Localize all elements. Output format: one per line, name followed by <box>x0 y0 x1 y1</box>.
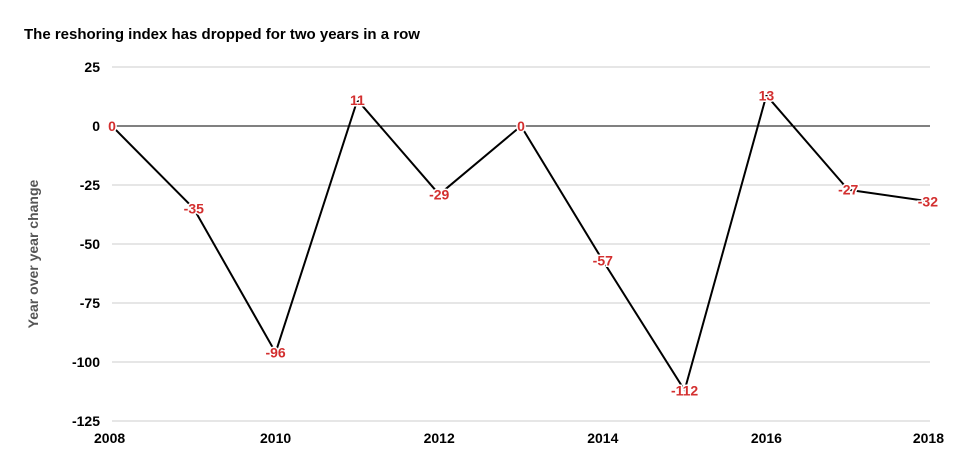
data-label: 0 <box>517 118 525 134</box>
x-tick-label: 2010 <box>260 430 291 446</box>
data-label: -29 <box>429 186 449 202</box>
data-label: -27 <box>838 182 858 198</box>
x-axis-ticks: 2008 2010 2012 2014 2016 2018 <box>94 430 944 446</box>
x-tick-label: 2008 <box>94 430 125 446</box>
y-tick-label: -50 <box>80 236 100 252</box>
y-axis-label: Year over year change <box>25 179 41 328</box>
series-line <box>111 94 931 392</box>
y-tick-label: -125 <box>72 413 100 429</box>
y-tick-label: 25 <box>84 59 100 75</box>
x-tick-label: 2018 <box>913 430 944 446</box>
y-tick-label: -75 <box>80 295 100 311</box>
data-label: -57 <box>593 253 613 269</box>
data-label: -32 <box>918 194 938 210</box>
data-label: -96 <box>265 345 285 361</box>
data-label: -112 <box>671 382 698 398</box>
y-axis-ticks: 25 0 -25 -50 -75 -100 -125 <box>72 59 100 429</box>
y-tick-label: -25 <box>80 177 100 193</box>
y-tick-label: -100 <box>72 354 100 370</box>
x-tick-label: 2012 <box>424 430 455 446</box>
data-label: 11 <box>350 92 365 108</box>
data-label: 0 <box>108 118 116 134</box>
data-label: 13 <box>759 87 775 103</box>
data-label: -35 <box>184 201 204 217</box>
chart-title: The reshoring index has dropped for two … <box>24 26 420 43</box>
y-tick-label: 0 <box>92 118 100 134</box>
x-tick-label: 2014 <box>587 430 618 446</box>
series-line-group <box>111 94 931 392</box>
data-labels: 0 -35 -96 11 -29 0 -57 -112 13 -27 -32 <box>107 86 940 400</box>
x-tick-label: 2016 <box>751 430 782 446</box>
